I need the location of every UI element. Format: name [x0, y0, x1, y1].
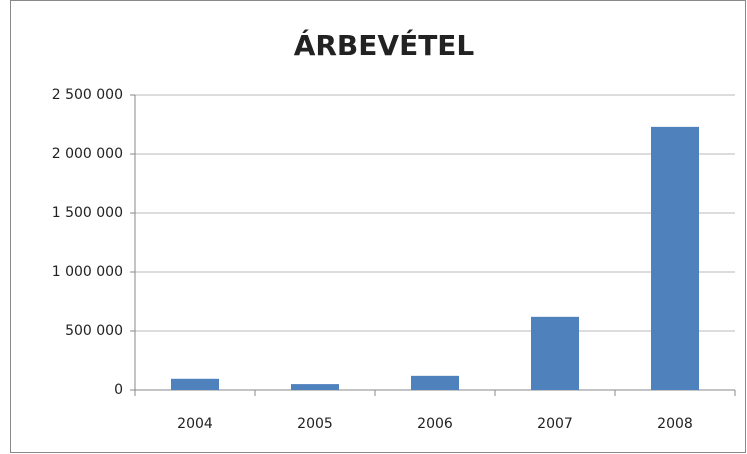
y-tick-label: 1 500 000 — [52, 205, 123, 221]
y-tick-label: 0 — [114, 382, 123, 398]
bar — [531, 316, 579, 390]
y-tick-label: 2 000 000 — [52, 146, 123, 162]
y-tick-label: 2 500 000 — [52, 87, 123, 103]
bar — [411, 375, 459, 390]
bar — [651, 126, 699, 391]
chart-title: ÁRBEVÉTEL — [294, 28, 475, 62]
y-tick-label: 500 000 — [65, 323, 123, 339]
bar — [291, 384, 339, 390]
y-tick-label: 1 000 000 — [52, 264, 123, 280]
bar — [171, 378, 219, 390]
x-tick-label: 2004 — [177, 416, 213, 432]
x-tick-label: 2008 — [657, 416, 693, 432]
x-tick-label: 2007 — [537, 416, 573, 432]
chart-frame — [10, 0, 746, 453]
x-tick-label: 2005 — [297, 416, 333, 432]
x-tick-label: 2006 — [417, 416, 453, 432]
